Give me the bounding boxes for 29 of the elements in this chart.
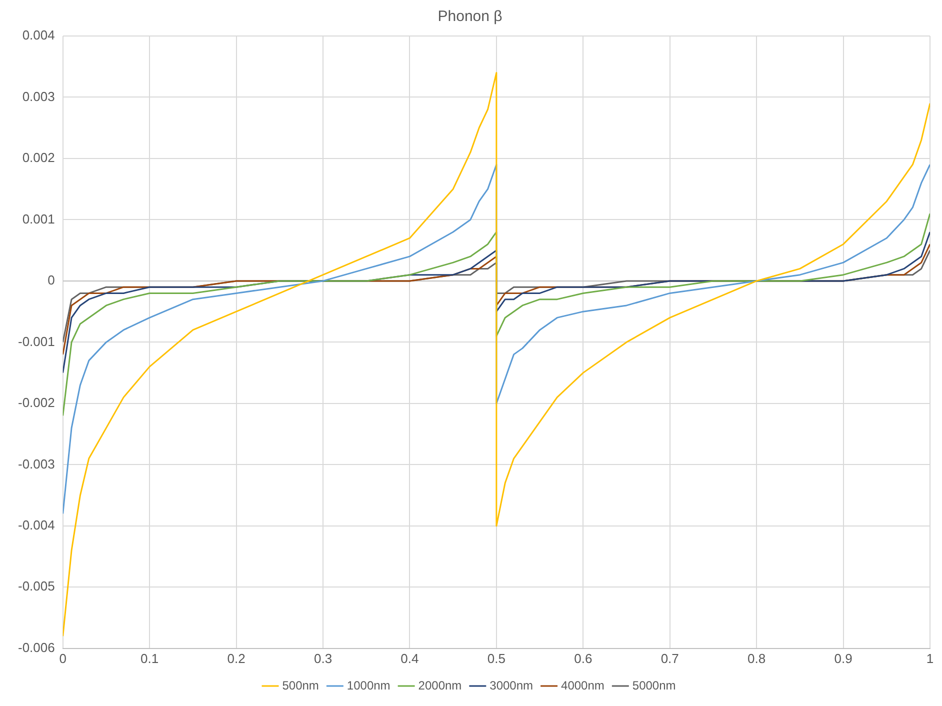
x-tick-label: 1 — [926, 650, 934, 666]
x-tick-label: 0.8 — [748, 650, 766, 666]
x-tick-label: 0.3 — [314, 650, 332, 666]
legend-label: 5000nm — [632, 678, 676, 692]
legend-label: 2000nm — [418, 678, 462, 692]
y-tick-label: -0.005 — [18, 578, 55, 594]
chart-title: Phonon β — [438, 8, 503, 26]
legend-label: 4000nm — [561, 678, 604, 692]
y-tick-label: 0.001 — [22, 211, 55, 226]
legend-label: 1000nm — [346, 678, 390, 692]
x-tick-label: 0.2 — [227, 650, 246, 666]
y-tick-label: -0.002 — [18, 395, 55, 410]
legend-label: 3000nm — [490, 678, 534, 692]
y-tick-label: -0.004 — [18, 518, 55, 532]
x-tick-label: 0 — [59, 650, 66, 666]
y-tick-label: 0.002 — [22, 150, 55, 166]
x-tick-label: 0.9 — [834, 650, 852, 666]
y-tick-label: -0.006 — [18, 640, 55, 655]
y-tick-label: 0 — [48, 272, 55, 288]
y-tick-label: 0.004 — [22, 28, 55, 43]
x-tick-label: 0.5 — [487, 650, 506, 666]
y-tick-label: 0.003 — [22, 88, 55, 104]
x-tick-label: 0.7 — [660, 650, 679, 666]
y-tick-label: -0.001 — [18, 334, 55, 349]
x-tick-label: 0.4 — [400, 650, 419, 666]
x-tick-label: 0.6 — [574, 650, 592, 666]
x-tick-label: 0.1 — [140, 650, 159, 666]
legend-label: 500nm — [282, 678, 319, 692]
y-tick-label: -0.003 — [18, 456, 55, 472]
